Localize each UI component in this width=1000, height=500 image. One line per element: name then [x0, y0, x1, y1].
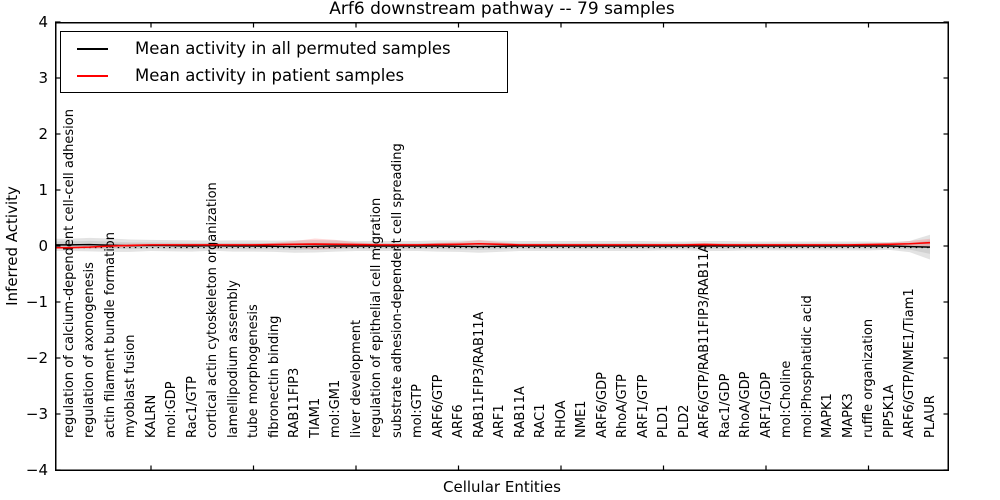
y-tick-label: 3 [38, 69, 48, 87]
legend: Mean activity in all permuted samples Me… [60, 31, 508, 93]
legend-line-sample-black [77, 47, 108, 50]
x-axis-label: Cellular Entities [443, 478, 561, 496]
y-tick-label: −4 [25, 461, 48, 479]
chart-canvas [55, 21, 949, 471]
y-tick-label: −3 [25, 405, 48, 423]
y-tick-label: 0 [38, 237, 48, 255]
y-tick-label: 4 [38, 13, 48, 31]
patient-mean-line [55, 241, 931, 249]
legend-line-sample-red [77, 74, 108, 77]
plot-area: regulation of calcium-dependent cell-cel… [55, 21, 949, 471]
y-tick-label: 1 [38, 181, 48, 199]
y-tick-label: 2 [38, 125, 48, 143]
plot-frame [55, 22, 949, 471]
legend-entry-permuted: Mean activity in all permuted samples [61, 39, 507, 58]
y-tick-label: −2 [25, 349, 48, 367]
permuted-mean-line [55, 243, 931, 248]
legend-label: Mean activity in patient samples [135, 66, 405, 85]
confidence-band-permuted [55, 234, 930, 260]
confidence-band-permuted-inner [55, 240, 930, 254]
y-tick-label: −1 [25, 293, 48, 311]
legend-label: Mean activity in all permuted samples [135, 39, 451, 58]
chart-title: Arf6 downstream pathway -- 79 samples [329, 0, 675, 19]
legend-entry-patient: Mean activity in patient samples [61, 66, 507, 85]
